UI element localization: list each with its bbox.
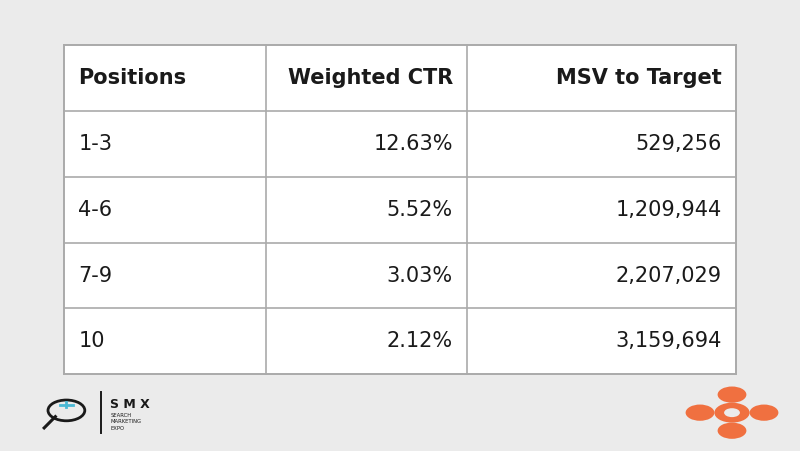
Text: 10: 10 [78, 331, 105, 351]
Text: Positions: Positions [78, 68, 186, 88]
Circle shape [686, 405, 714, 421]
Text: 529,256: 529,256 [635, 134, 722, 154]
Circle shape [724, 408, 740, 417]
Text: Weighted CTR: Weighted CTR [287, 68, 453, 88]
Circle shape [718, 387, 746, 403]
Bar [64, 45, 736, 374]
Text: 2.12%: 2.12% [386, 331, 453, 351]
Text: 1-3: 1-3 [78, 134, 112, 154]
Text: 12.63%: 12.63% [374, 134, 453, 154]
Circle shape [714, 403, 750, 423]
Text: 2,207,029: 2,207,029 [615, 266, 722, 285]
Text: 3,159,694: 3,159,694 [615, 331, 722, 351]
Text: 4-6: 4-6 [78, 200, 113, 220]
Circle shape [750, 405, 778, 421]
Text: 3.03%: 3.03% [386, 266, 453, 285]
Text: 1,209,944: 1,209,944 [615, 200, 722, 220]
Text: SEARCH
MARKETING
EXPO: SEARCH MARKETING EXPO [110, 413, 142, 431]
Text: S M X: S M X [110, 398, 150, 411]
Text: MSV to Target: MSV to Target [556, 68, 722, 88]
Text: 7-9: 7-9 [78, 266, 113, 285]
Circle shape [718, 423, 746, 439]
Text: 5.52%: 5.52% [386, 200, 453, 220]
